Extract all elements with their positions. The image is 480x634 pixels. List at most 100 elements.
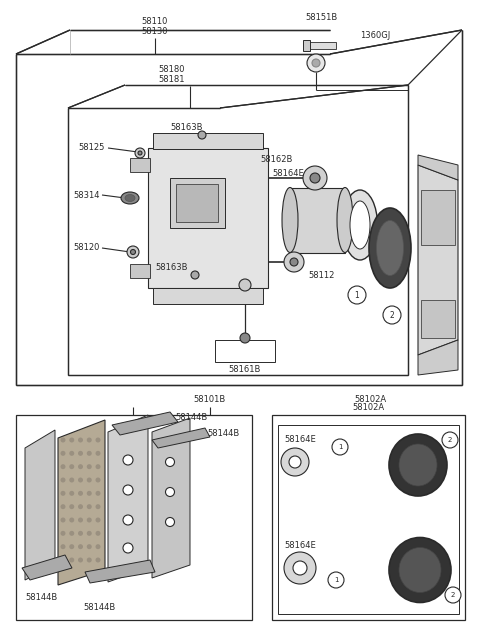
Circle shape	[123, 455, 133, 465]
Circle shape	[284, 552, 316, 584]
Text: 1: 1	[338, 444, 342, 450]
Circle shape	[87, 544, 92, 549]
Ellipse shape	[389, 434, 447, 496]
Circle shape	[69, 557, 74, 562]
Polygon shape	[112, 412, 178, 435]
Text: 58161B: 58161B	[229, 365, 261, 375]
Circle shape	[312, 59, 320, 67]
Circle shape	[69, 544, 74, 549]
Circle shape	[166, 488, 175, 496]
Circle shape	[445, 587, 461, 603]
Circle shape	[60, 451, 65, 456]
Circle shape	[78, 464, 83, 469]
Bar	[272, 415, 465, 620]
Circle shape	[239, 279, 251, 291]
Circle shape	[69, 531, 74, 536]
Circle shape	[96, 477, 100, 482]
Circle shape	[310, 173, 320, 183]
Circle shape	[96, 531, 100, 536]
Polygon shape	[152, 418, 190, 578]
Bar	[421, 190, 455, 245]
Text: 58164E: 58164E	[272, 169, 304, 178]
Circle shape	[96, 557, 100, 562]
Text: 58144B: 58144B	[175, 413, 207, 422]
Ellipse shape	[282, 188, 298, 252]
Text: 1: 1	[355, 290, 360, 299]
Circle shape	[78, 557, 83, 562]
Text: 58164E: 58164E	[284, 541, 316, 550]
Ellipse shape	[125, 195, 135, 202]
Circle shape	[60, 531, 65, 536]
Text: 58151B: 58151B	[305, 13, 337, 22]
Circle shape	[191, 271, 199, 279]
Ellipse shape	[376, 221, 404, 276]
Polygon shape	[418, 340, 458, 375]
Circle shape	[127, 246, 139, 258]
Circle shape	[166, 458, 175, 467]
Bar	[308, 42, 336, 49]
Circle shape	[96, 451, 100, 456]
Text: 58181: 58181	[158, 75, 184, 84]
Ellipse shape	[389, 538, 451, 602]
Text: 58110: 58110	[142, 18, 168, 27]
Polygon shape	[22, 555, 72, 580]
Circle shape	[131, 250, 135, 254]
Circle shape	[78, 531, 83, 536]
Polygon shape	[418, 155, 458, 180]
Bar	[290, 188, 345, 253]
Circle shape	[198, 131, 206, 139]
Bar	[16, 415, 252, 620]
Text: 2: 2	[390, 311, 395, 320]
Circle shape	[348, 286, 366, 304]
Text: 58102A: 58102A	[354, 396, 386, 404]
Circle shape	[87, 504, 92, 509]
Circle shape	[303, 166, 327, 190]
Circle shape	[281, 448, 309, 476]
Circle shape	[60, 491, 65, 496]
Circle shape	[240, 333, 250, 343]
Text: 58112: 58112	[308, 271, 335, 280]
Text: 58180: 58180	[158, 65, 184, 75]
Circle shape	[78, 517, 83, 522]
Circle shape	[442, 432, 458, 448]
Circle shape	[87, 557, 92, 562]
Circle shape	[87, 451, 92, 456]
Ellipse shape	[337, 188, 353, 252]
Circle shape	[60, 464, 65, 469]
Circle shape	[123, 485, 133, 495]
Polygon shape	[85, 560, 155, 583]
Text: 58144B: 58144B	[84, 602, 116, 612]
Circle shape	[69, 517, 74, 522]
Text: 58144B: 58144B	[25, 593, 57, 602]
Circle shape	[96, 464, 100, 469]
Ellipse shape	[350, 201, 370, 249]
Polygon shape	[25, 430, 55, 580]
Circle shape	[96, 437, 100, 443]
Text: 58163B: 58163B	[170, 124, 203, 133]
Circle shape	[123, 543, 133, 553]
Ellipse shape	[369, 208, 411, 288]
Circle shape	[123, 515, 133, 525]
Circle shape	[96, 491, 100, 496]
Ellipse shape	[121, 192, 139, 204]
Circle shape	[96, 517, 100, 522]
Circle shape	[135, 148, 145, 158]
Circle shape	[307, 54, 325, 72]
Circle shape	[87, 464, 92, 469]
Circle shape	[78, 437, 83, 443]
Bar	[278, 425, 459, 614]
Polygon shape	[108, 415, 148, 582]
Bar	[153, 288, 263, 304]
Text: 58164E: 58164E	[284, 436, 316, 444]
Circle shape	[60, 544, 65, 549]
Bar	[148, 148, 268, 288]
Ellipse shape	[343, 190, 377, 260]
Text: 2: 2	[448, 437, 452, 443]
Bar	[176, 184, 218, 222]
Circle shape	[289, 456, 301, 468]
Ellipse shape	[399, 444, 437, 486]
Text: 58101B: 58101B	[194, 396, 226, 404]
Circle shape	[284, 252, 304, 272]
Circle shape	[78, 491, 83, 496]
Polygon shape	[418, 165, 458, 355]
